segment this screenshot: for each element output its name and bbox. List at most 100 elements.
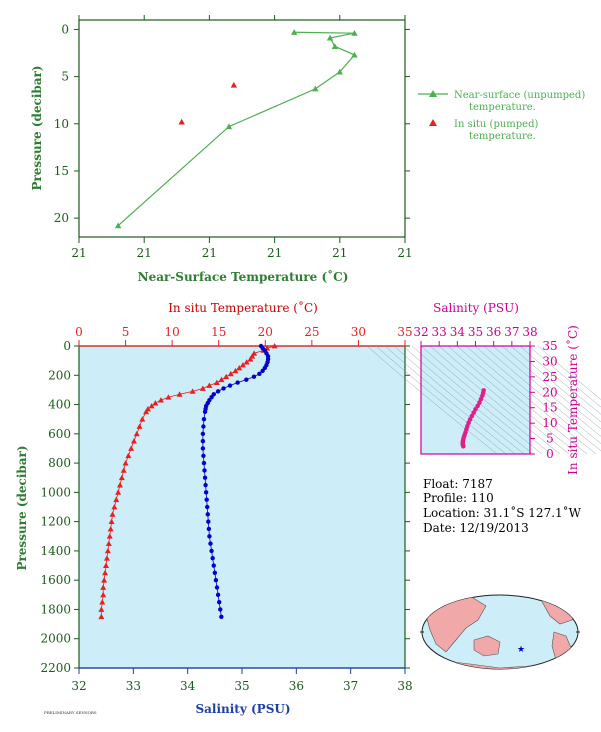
salinity-point <box>235 380 240 385</box>
ts-density-contour <box>528 345 601 408</box>
near-surface-plot-frame <box>78 19 406 238</box>
temperature-point <box>104 547 111 554</box>
temperature-point <box>206 382 213 388</box>
ts-temperature-tick-label: 30 <box>542 354 557 368</box>
temperature-point <box>165 394 172 400</box>
near-surface-y-tick-label: 0 <box>61 22 69 36</box>
ts-temperature-tick-label: 0 <box>546 447 554 461</box>
salinity-point <box>206 519 211 524</box>
ts-density-contour <box>438 345 570 455</box>
salinity-point <box>221 386 226 391</box>
temperature-point <box>103 555 110 561</box>
profile-salinity-label: Salinity (PSU) <box>195 702 290 716</box>
legend-label-in-situ: In situ (pumped) temperature. <box>454 119 538 142</box>
salinity-point <box>202 475 208 480</box>
temperature-point <box>115 489 122 495</box>
ts-density-contour <box>537 345 601 400</box>
ts-density-contour <box>456 345 588 455</box>
temperature-point <box>100 584 107 590</box>
temperature-point <box>105 540 112 546</box>
near-surface-x-tick-label: 21 <box>332 246 347 260</box>
near-surface-x-tick-label: 21 <box>137 246 152 260</box>
near-surface-y-tick-label: 20 <box>54 211 69 225</box>
ts-temperature-tick-label: 5 <box>546 432 554 446</box>
ts-points <box>460 388 486 449</box>
near-surface-point <box>312 85 319 92</box>
ts-salinity-tick-label: 34 <box>450 325 466 339</box>
near-surface-point <box>336 68 343 75</box>
near-surface-x-tick-label: 21 <box>202 246 217 260</box>
profile-temperature-tick-label: 0 <box>75 325 83 339</box>
temperature-point <box>113 496 120 503</box>
salinity-point <box>251 374 257 379</box>
temperature-point <box>148 403 155 409</box>
profile-temperature-tick-label: 35 <box>397 325 412 339</box>
salinity-point <box>205 512 210 517</box>
salinity-point <box>215 389 221 394</box>
ts-point <box>475 403 480 409</box>
salinity-point <box>203 482 208 488</box>
ts-point <box>471 410 476 415</box>
salinity-point <box>214 585 220 590</box>
near-surface-y-tick-label: 10 <box>54 117 69 131</box>
profile-temperature-tick-label: 5 <box>122 325 130 339</box>
temperature-point <box>103 562 110 568</box>
ts-salinity-tick-label: 37 <box>504 325 519 339</box>
ts-temperature-tick-label: 35 <box>542 339 557 353</box>
in-situ-point <box>178 118 185 125</box>
location-map: ★ <box>420 594 580 670</box>
profile-temperature-tick-label: 20 <box>258 325 273 339</box>
temperature-point <box>98 606 105 612</box>
near-surface-point <box>225 123 233 130</box>
temperature-point <box>139 416 146 422</box>
profile-plot-background <box>79 346 405 668</box>
salinity-point <box>203 490 209 495</box>
salinity-point <box>219 614 224 619</box>
ts-temperature-tick-label: 25 <box>542 370 557 384</box>
temperature-point <box>122 460 129 466</box>
profile-y-tick-label: 400 <box>48 398 71 412</box>
profile-temperature-label: In situ Temperature (˚C) <box>168 300 318 315</box>
profile-salinity-ticks: 32 33 34 35 36 37 38 <box>71 668 413 693</box>
ts-density-contour <box>384 345 516 455</box>
near-surface-point <box>290 29 298 35</box>
salinity-point <box>211 563 216 568</box>
temperature-point <box>101 577 108 583</box>
ts-salinity-tick-label: 35 <box>468 325 483 339</box>
near-surface-line <box>117 31 356 227</box>
profile-salinity-tick-label: 37 <box>343 679 358 693</box>
temperature-point <box>100 591 107 598</box>
temperature-point <box>143 408 150 415</box>
ts-temperature-tick-label: 20 <box>542 385 557 399</box>
ts-temperature-tick-label: 15 <box>542 401 557 415</box>
footer-id: PRELIMINARY SENSORS <box>44 710 97 715</box>
float-position-star-icon: ★ <box>517 645 525 655</box>
near-surface-x-ticks: 21 21 21 21 21 21 <box>71 15 413 260</box>
profile-y-tick-label: 1000 <box>40 485 71 499</box>
salinity-point <box>201 424 206 429</box>
near-surface-x-tick-label: 21 <box>71 246 86 260</box>
legend-marker-near-surface <box>429 90 437 97</box>
temperature-point <box>227 370 234 377</box>
ts-density-contour <box>402 345 534 455</box>
profile-temperature-tick-label: 10 <box>165 325 180 339</box>
ts-density-contour <box>366 345 498 455</box>
temperature-point <box>102 569 109 576</box>
profile-y-tick-label: 1400 <box>40 544 71 558</box>
ts-temperature-tick-label: 10 <box>542 416 557 430</box>
legend-label-in-situ-line2: temperature. <box>469 131 536 142</box>
legend-label-near-surface: Near-surface (unpumped) temperature. <box>454 90 585 113</box>
profile-temperature-tick-label: 15 <box>211 325 226 339</box>
profile-y-tick-label: 2000 <box>40 632 71 646</box>
near-surface-series <box>114 29 358 229</box>
legend-marker-in-situ <box>429 119 437 126</box>
salinity-point <box>202 409 208 415</box>
temperature-point <box>176 391 183 397</box>
ts-density-contour <box>375 345 507 455</box>
salinity-point <box>202 468 207 473</box>
near-surface-y-label: Pressure (decibar) <box>30 65 44 190</box>
temperature-point <box>223 373 230 380</box>
ts-density-contour <box>465 345 597 455</box>
profile-y-tick-label: 1600 <box>40 573 71 587</box>
